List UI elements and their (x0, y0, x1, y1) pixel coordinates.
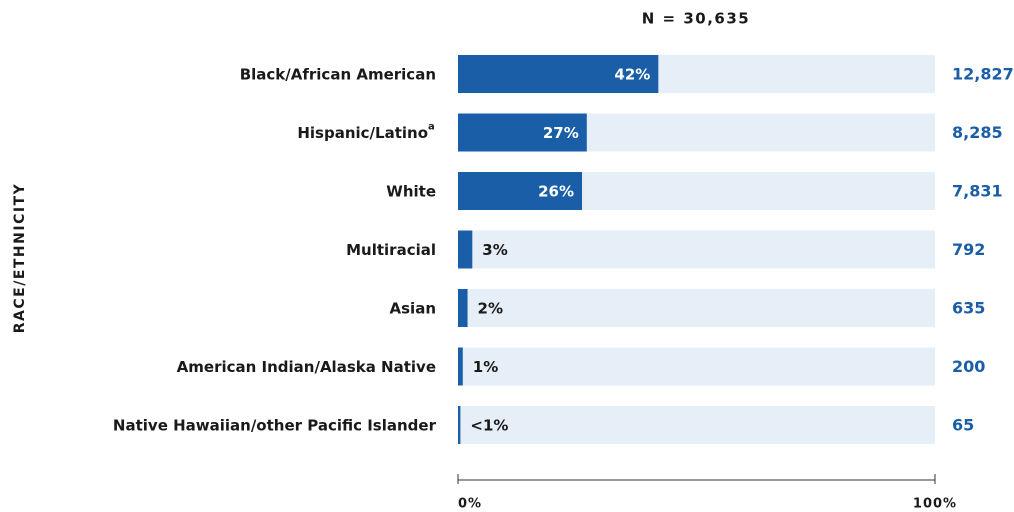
category-note: a (428, 122, 435, 133)
category-label: Hispanic/Latino (297, 124, 428, 142)
count-label: 7,831 (952, 182, 1003, 201)
bar (458, 347, 463, 386)
x-tick-label: 0% (458, 497, 482, 512)
chart-title: N = 30,635 (642, 10, 750, 28)
bar (458, 406, 461, 444)
category-label: White (386, 183, 436, 201)
count-label: 12,827 (952, 65, 1014, 84)
category-label: Black/African American (240, 66, 436, 84)
bar (458, 113, 587, 152)
value-label: 2% (478, 300, 503, 318)
bar-background (458, 289, 935, 327)
x-tick-label: 100% (913, 497, 957, 512)
value-label: 3% (482, 241, 507, 259)
bar-background (458, 347, 935, 386)
count-label: 200 (952, 357, 985, 376)
value-label: 42% (614, 66, 650, 84)
value-label: 27% (543, 124, 579, 142)
bar (458, 230, 473, 269)
bar (458, 289, 468, 327)
bar-background (458, 230, 935, 269)
bar (458, 55, 659, 93)
count-label: 65 (952, 416, 974, 435)
bar-background (458, 406, 935, 444)
category-label: Native Hawaiian/other Pacific Islander (113, 417, 437, 435)
y-axis-label: RACE/ETHNICITY (12, 183, 28, 334)
value-label: <1% (470, 417, 508, 435)
value-label: 26% (538, 183, 574, 201)
category-label: Multiracial (346, 241, 436, 259)
count-label: 8,285 (952, 123, 1003, 142)
count-label: 792 (952, 240, 985, 259)
count-label: 635 (952, 299, 985, 318)
category-label: American Indian/Alaska Native (177, 358, 436, 376)
bar (458, 172, 583, 210)
value-label: 1% (473, 358, 498, 376)
category-label: Asian (390, 300, 436, 318)
